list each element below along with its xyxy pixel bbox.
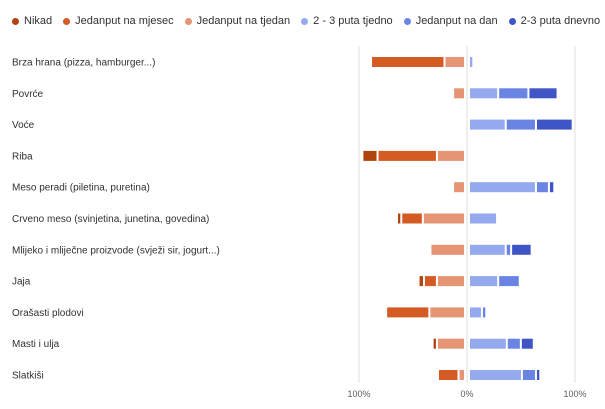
legend-dot-icon [508,17,516,25]
category-label: Masti i ulja [12,339,60,350]
category-label: Povrće [12,89,44,100]
legend-label: Jedanput na tjedan [196,15,291,27]
bar-segment [437,338,464,349]
category-label: Mlijeko i mliječne proizvode (svježi sir… [12,245,220,256]
bar-segment [419,276,423,287]
bar-segment [470,213,497,224]
category-label: Voće [12,120,35,131]
bar-segment [378,150,436,161]
bar-segment [470,307,481,318]
legend-label: 2-3 puta dnevno [520,15,601,27]
bar-segment [536,182,548,193]
legend-item[interactable]: Jedanput na tjedan [184,15,291,27]
legend-label: Jedanput na dan [415,15,498,27]
legend-dot-icon [403,17,411,25]
bar-segment [499,88,528,99]
bar-segment [424,276,436,287]
category-label: Jaja [12,277,31,288]
bar-segment [437,276,464,287]
legend-dot-icon [184,17,192,25]
legend-label: Nikad [24,15,53,27]
bar-segment [521,338,533,349]
category-label: Orašasti plodovi [12,308,84,319]
bar-segment [470,244,505,255]
bar-segment [529,88,557,99]
bar-segment [459,370,464,380]
bar-segment [536,119,572,130]
bar-segment [387,307,429,318]
bar-segment [402,213,422,224]
bar-segment [506,119,535,130]
bar-segment [445,57,464,67]
legend-label: 2 - 3 puta tjedno [313,15,393,27]
category-label: Crveno meso (svinjetina, junetina, goved… [12,214,209,225]
legend-item[interactable]: 2-3 puta dnevno [508,15,601,27]
bar-segment [470,119,505,130]
x-tick-label: 100% [347,389,370,399]
bar-segment [470,182,535,193]
category-label: Brza hrana (pizza, hamburger...) [12,58,155,69]
bar-segment [549,182,554,193]
legend-dot-icon [63,17,71,25]
bar-segment [430,307,464,318]
bar-segment [437,150,464,161]
category-label: Slatkiši [12,371,44,382]
bar-segment [482,307,486,318]
bar-segment [470,338,506,349]
legend-item[interactable]: Nikad [12,15,52,27]
bar-segment [536,370,540,380]
bar-segment [423,213,464,224]
x-tick-label: 100% [563,389,586,399]
legend-item[interactable]: 2 - 3 puta tjedno [301,15,393,27]
bar-segment [470,370,521,380]
bar-segment [454,182,464,193]
category-label: Meso peradi (piletina, puretina) [12,183,150,194]
x-tick-label: 0% [460,389,473,399]
bar-segment [506,244,511,255]
bar-segment [431,244,464,255]
bar-segment [454,88,464,99]
bar-segment [470,276,498,287]
bar-segment [507,338,520,349]
bar-segment [499,276,519,287]
bar-segment [397,213,401,224]
chart-legend: Nikad Jedanput na mjesec Jedanput na tjeda… [12,13,605,29]
bar-segment [470,57,473,67]
legend-label: Jedanput na mjesec [75,15,174,27]
bar-segment [522,370,535,380]
legend-dot-icon [12,17,19,25]
legend-dot-icon [301,17,309,25]
bar-segment [439,370,458,380]
legend-item[interactable]: Jedanput na mjesec [63,15,174,27]
category-label: Riba [12,151,33,162]
bar-segment [470,88,498,99]
legend-item[interactable]: Jedanput na dan [403,15,498,27]
bar-segment [363,150,377,161]
bar-segment [372,57,444,67]
bar-segment [433,338,436,349]
bar-segment [512,244,531,255]
